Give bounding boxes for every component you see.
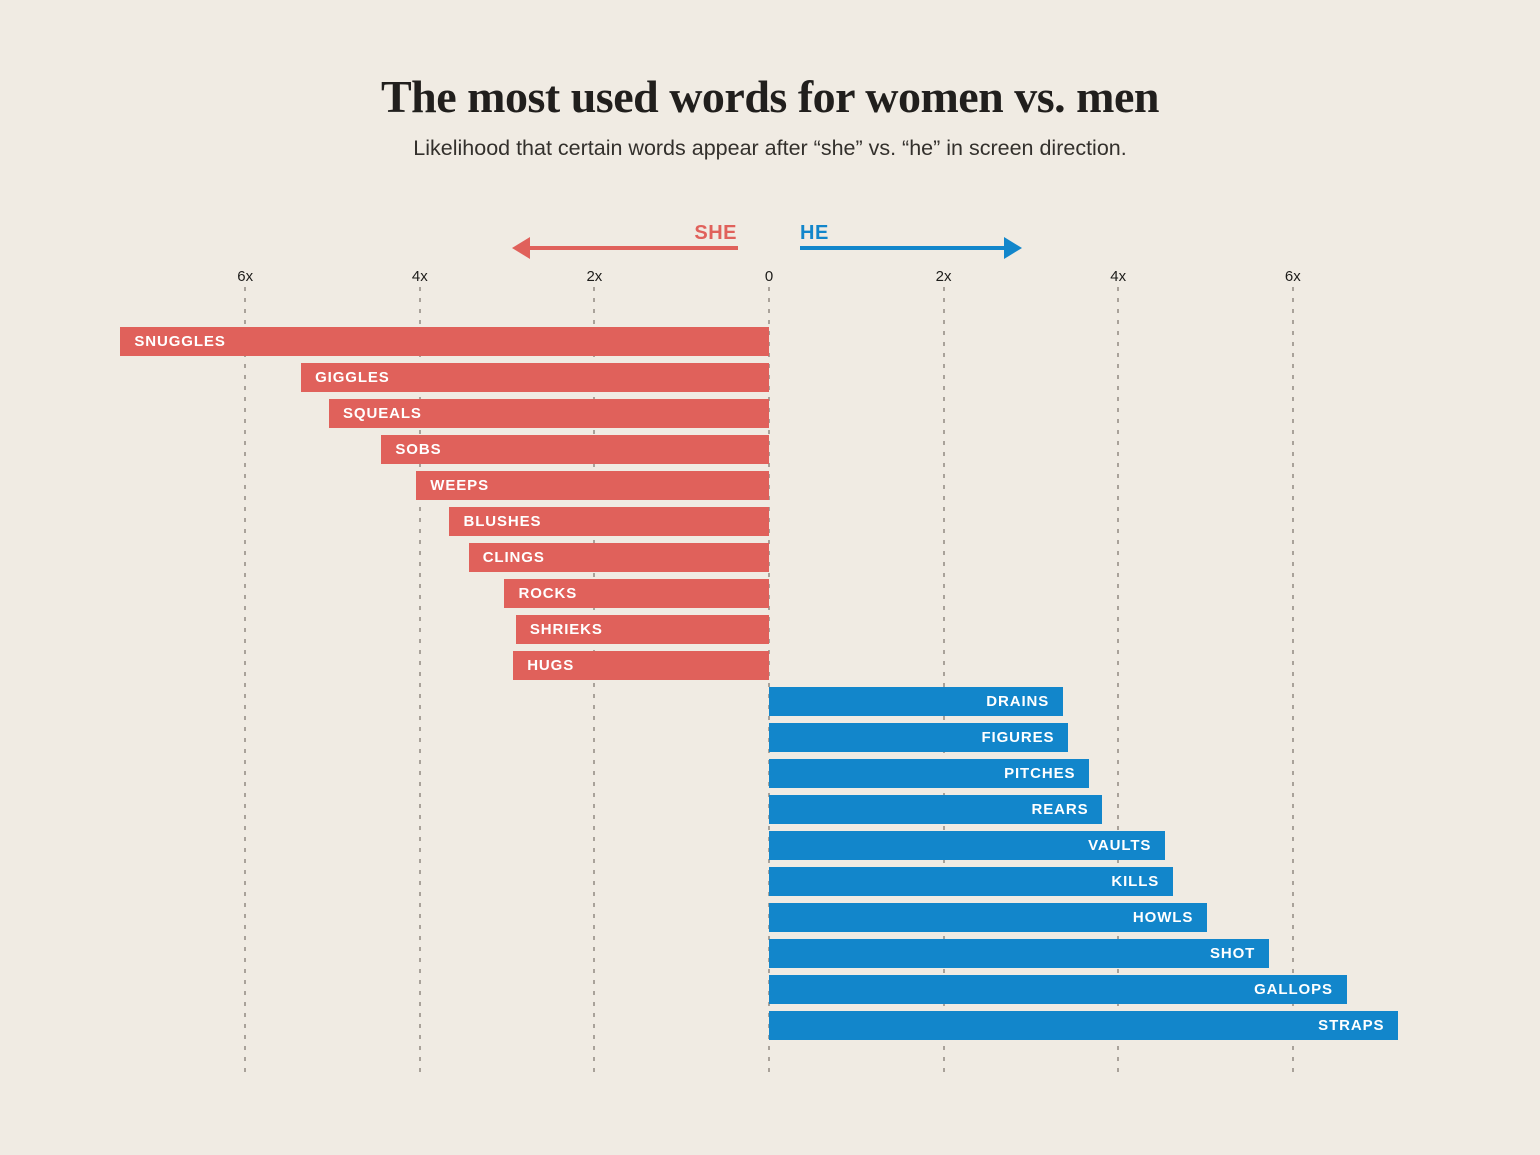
bar-pitches: PITCHES (769, 759, 1090, 788)
bar-label-shot: SHOT (1209, 945, 1256, 962)
bar-hugs: HUGS (513, 651, 769, 680)
gridline-2x-right (942, 287, 945, 1078)
bar-howls: HOWLS (769, 903, 1208, 932)
axis-tick-label: 6x (1284, 268, 1301, 285)
bar-label-drains: DRAINS (986, 693, 1050, 710)
chart-title: The most used words for women vs. men (381, 71, 1160, 122)
bar-label-kills: KILLS (1111, 873, 1160, 890)
bar-rears: REARS (769, 795, 1103, 824)
axis-tick-label: 4x (1110, 268, 1127, 285)
gridline-4x-left (418, 287, 421, 1078)
he-arrow-right-icon (1004, 237, 1022, 259)
bar-label-giggles: GIGGLES (315, 369, 390, 386)
axis-tick-label: 2x (935, 268, 952, 285)
bar-label-blushes: BLUSHES (463, 513, 542, 530)
bar-drains: DRAINS (769, 687, 1064, 716)
bar-label-vaults: VAULTS (1088, 837, 1152, 854)
bar-clings: CLINGS (468, 543, 769, 572)
bar-weeps: WEEPS (416, 471, 769, 500)
bar-squeals: SQUEALS (329, 399, 769, 428)
bar-label-rocks: ROCKS (518, 585, 578, 602)
bar-giggles: GIGGLES (301, 363, 769, 392)
bar-label-figures: FIGURES (981, 729, 1055, 746)
gridline-6x-left (244, 287, 247, 1078)
axis-tick-label: 0 (764, 268, 774, 285)
axis-tick-label: 4x (411, 268, 428, 285)
bar-label-howls: HOWLS (1132, 909, 1194, 926)
axis-tick-label: 6x (237, 268, 254, 285)
bar-shrieks: SHRIEKS (515, 615, 769, 644)
she-arrow-line (526, 246, 738, 250)
bar-shot: SHOT (769, 939, 1270, 968)
legend-he-label: HE (800, 222, 829, 244)
bar-kills: KILLS (769, 867, 1174, 896)
bar-figures: FIGURES (769, 723, 1069, 752)
bar-rocks: ROCKS (504, 579, 769, 608)
bar-label-gallops: GALLOPS (1254, 981, 1333, 998)
bar-label-hugs: HUGS (527, 657, 575, 674)
bar-snuggles: SNUGGLES (120, 327, 769, 356)
gridline-0 (768, 287, 770, 1078)
bar-gallops: GALLOPS (769, 975, 1347, 1004)
bar-label-weeps: WEEPS (430, 477, 489, 494)
chart-subtitle: Likelihood that certain words appear aft… (413, 136, 1127, 160)
legend-she-label: SHE (694, 222, 737, 244)
gridline-6x-right (1291, 287, 1294, 1078)
he-arrow-line (800, 246, 1006, 250)
bar-vaults: VAULTS (769, 831, 1166, 860)
bar-label-sobs: SOBS (395, 441, 442, 458)
bar-label-clings: CLINGS (482, 549, 545, 566)
bar-label-squeals: SQUEALS (343, 405, 422, 422)
bar-straps: STRAPS (769, 1011, 1399, 1040)
she-arrow-left-icon (512, 237, 530, 259)
bar-label-snuggles: SNUGGLES (134, 333, 226, 350)
gridline-4x-right (1117, 287, 1120, 1078)
bar-sobs: SOBS (381, 435, 769, 464)
bar-label-rears: REARS (1031, 801, 1089, 818)
bar-blushes: BLUSHES (449, 507, 769, 536)
bar-label-shrieks: SHRIEKS (529, 621, 603, 638)
axis-tick-label: 2x (586, 268, 603, 285)
bar-label-pitches: PITCHES (1004, 765, 1076, 782)
bar-label-straps: STRAPS (1318, 1017, 1385, 1034)
gridline-2x-left (593, 287, 596, 1078)
